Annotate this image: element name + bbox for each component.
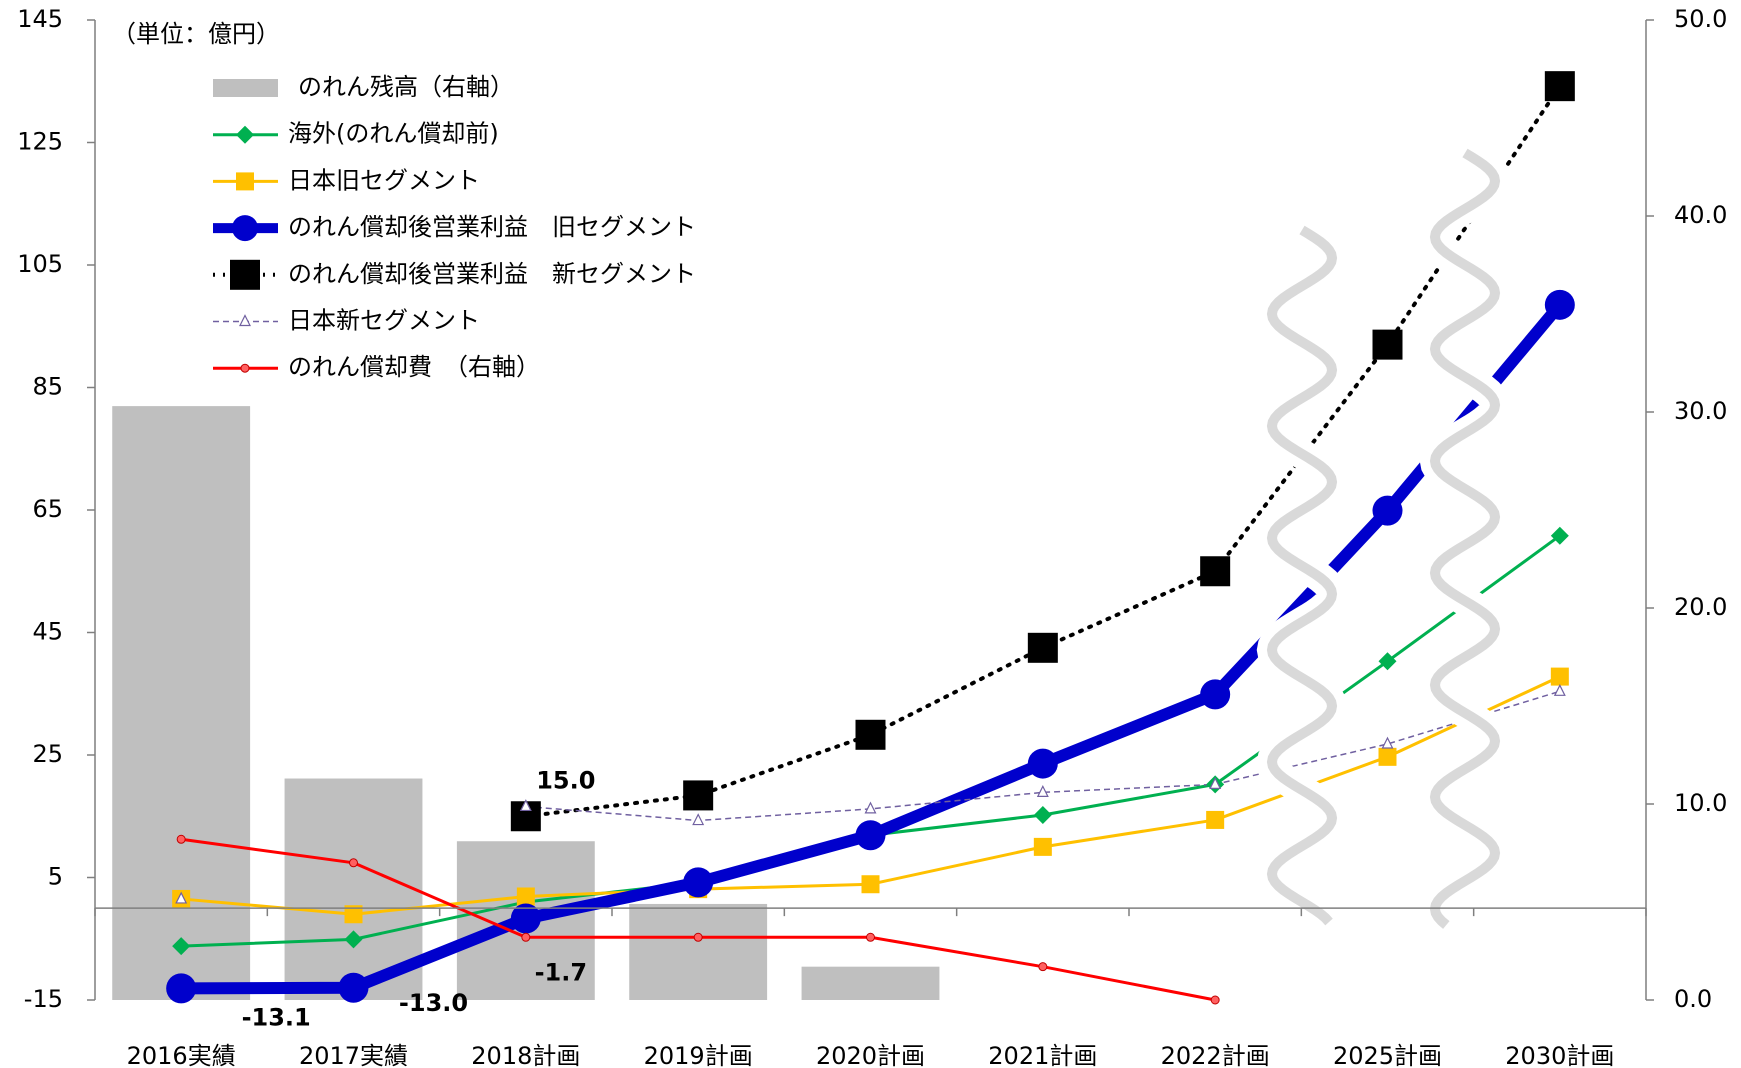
marker	[1372, 329, 1403, 360]
legend-label: のれん償却後営業利益 旧セグメント	[288, 213, 696, 241]
y-tick-label: 5	[48, 863, 63, 891]
x-tick-label: 2020計画	[816, 1042, 925, 1068]
marker	[1038, 962, 1048, 972]
marker	[1372, 495, 1403, 526]
y-tick-label: 45	[32, 618, 63, 646]
marker	[1544, 71, 1575, 102]
marker	[1378, 747, 1397, 766]
y2-tick-label: 40.0	[1674, 201, 1727, 229]
marker	[1553, 683, 1566, 696]
y-tick-label: 25	[32, 740, 63, 768]
marker	[1027, 748, 1058, 779]
x-tick-label: 2018計画	[471, 1042, 580, 1068]
y2-tick-label: 20.0	[1674, 593, 1727, 621]
marker	[683, 867, 714, 898]
y2-tick-label: 10.0	[1674, 789, 1727, 817]
marker	[172, 937, 191, 956]
marker	[232, 215, 258, 242]
marker	[175, 891, 188, 904]
x-tick-label: 2016実績	[127, 1042, 236, 1068]
y-tick-label: 85	[32, 373, 63, 401]
marker	[855, 719, 886, 750]
marker	[1550, 667, 1569, 686]
legend-label: 海外(のれん償却前)	[288, 120, 499, 148]
marker	[861, 875, 880, 894]
bar	[629, 903, 768, 1000]
marker	[230, 259, 260, 290]
x-tick-label: 2025計画	[1333, 1042, 1442, 1068]
marker	[519, 799, 532, 812]
marker	[1209, 777, 1222, 789]
marker	[1544, 289, 1575, 320]
legend-swatch	[213, 79, 278, 97]
marker	[683, 780, 714, 811]
bar	[112, 406, 251, 1000]
legend-label: 日本旧セグメント	[288, 166, 480, 194]
break-marks	[1256, 140, 1511, 937]
marker	[239, 314, 251, 327]
data-label: -13.0	[399, 989, 468, 1017]
marker	[855, 820, 886, 851]
x-tick-label: 2030計画	[1505, 1042, 1614, 1068]
marker	[344, 930, 363, 949]
y2-tick-label: 30.0	[1674, 397, 1727, 425]
y-tick-label: 65	[32, 495, 63, 523]
marker	[521, 932, 531, 942]
y2-tick-label: 0.0	[1674, 985, 1712, 1013]
legend-label: のれん償却後営業利益 新セグメント	[288, 260, 696, 288]
marker	[864, 801, 877, 814]
series-line	[523, 84, 1562, 819]
marker	[176, 834, 186, 844]
legend-label: のれん償却費 （右軸）	[288, 353, 540, 381]
break-mark	[1429, 148, 1501, 929]
axes: -15 5 25 45 65 85 105 125 145 0.0 10.0 20.0 30.0 40.0…	[17, 5, 1727, 1068]
marker	[1206, 810, 1225, 829]
marker	[344, 905, 363, 924]
x-tick-label: 2022計画	[1161, 1042, 1270, 1068]
data-label: -1.7	[535, 959, 587, 987]
marker	[1378, 652, 1397, 671]
marker	[866, 932, 875, 942]
data-label: -13.1	[242, 1003, 311, 1031]
legend-label: のれん残高（右軸）	[298, 73, 514, 101]
x-tick-label: 2017実績	[299, 1042, 408, 1068]
unit-annotation: （単位：億円）	[112, 20, 280, 48]
marker	[236, 125, 254, 144]
marker	[240, 363, 250, 373]
marker	[236, 172, 254, 191]
marker	[1200, 556, 1231, 587]
marker	[516, 887, 535, 906]
marker	[1033, 837, 1052, 856]
marker	[1036, 785, 1049, 797]
x-tick-label: 2019計画	[644, 1042, 753, 1068]
marker	[1210, 995, 1220, 1005]
break-mark	[1266, 225, 1338, 926]
y2-tick-label: 50.0	[1674, 5, 1727, 33]
marker	[1550, 526, 1569, 545]
marker	[166, 973, 197, 1004]
marker	[692, 813, 705, 826]
bars	[112, 406, 940, 1000]
legend-label: 日本新セグメント	[288, 307, 480, 335]
y-tick-label: 125	[17, 128, 63, 156]
data-label: 15.0	[536, 766, 595, 794]
y-tick-label: -15	[24, 985, 63, 1013]
marker	[338, 972, 369, 1003]
bar	[801, 966, 940, 1000]
marker	[510, 903, 541, 934]
x-tick-label: 2021計画	[988, 1042, 1097, 1068]
marker	[693, 932, 703, 942]
y-tick-label: 145	[17, 5, 63, 33]
marker	[1381, 736, 1394, 749]
markers: -13.1 -13.0 -1.7 15.0	[166, 71, 1575, 1031]
marker	[1200, 679, 1231, 710]
y-tick-label: 105	[17, 250, 63, 278]
marker	[1033, 806, 1052, 825]
marker	[1027, 632, 1058, 663]
marker	[349, 858, 358, 868]
